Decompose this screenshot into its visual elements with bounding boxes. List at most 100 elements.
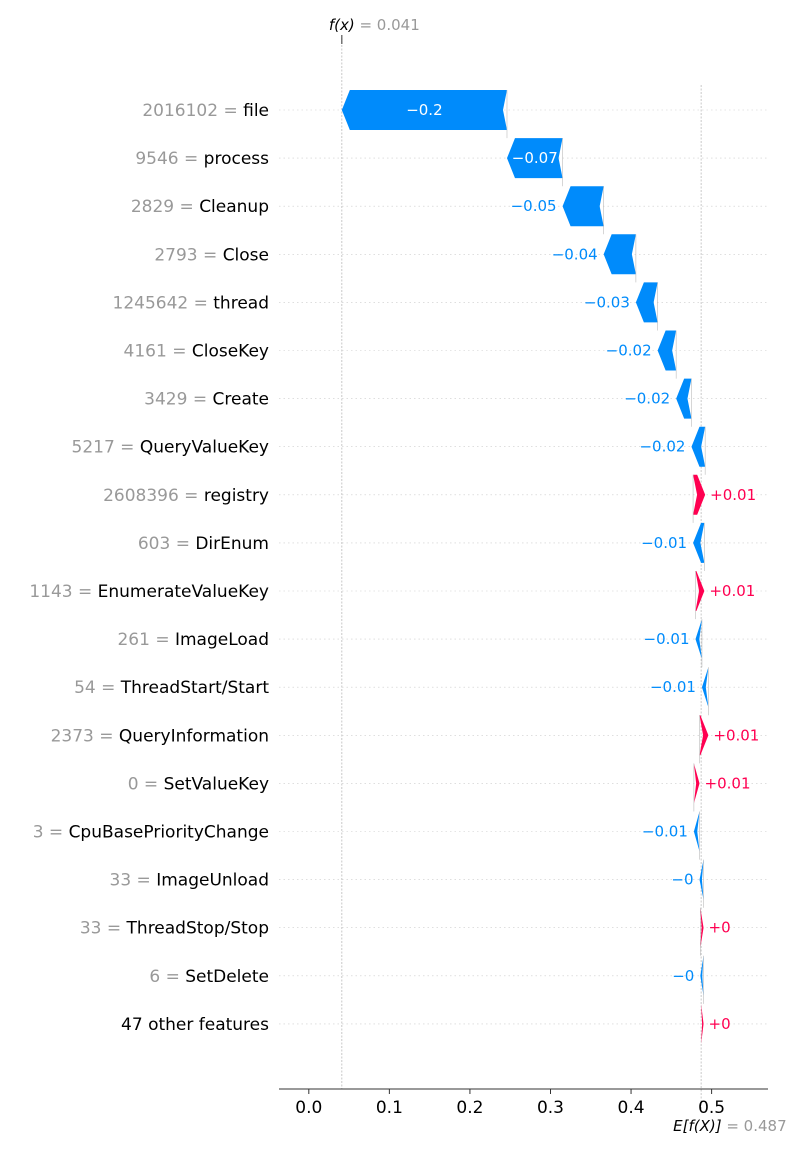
feature-value: 2016102 = (142, 101, 243, 121)
bar-value-label: −0.07 (512, 149, 558, 167)
feature-label: 3429 = Create (144, 390, 269, 410)
feature-name: EnumerateValueKey (98, 582, 269, 602)
x-tick-label: 0.4 (618, 1098, 645, 1118)
feature-value: 2373 = (51, 726, 119, 746)
feature-value: 1143 = (29, 582, 97, 602)
feature-value: 261 = (117, 630, 175, 650)
feature-name: SetValueKey (164, 774, 269, 794)
feature-name: QueryValueKey (140, 438, 269, 458)
feature-value: 4161 = (124, 342, 192, 362)
positive-bar (700, 907, 704, 948)
annotations: f(x) = 0.041 E[f(X)] = 0.487 (329, 16, 787, 1135)
feature-name: ImageLoad (175, 630, 269, 650)
bar-value-label: −0.01 (641, 534, 687, 552)
bar-value-label: −0.04 (552, 245, 598, 263)
feature-value: 3429 = (144, 390, 212, 410)
negative-bar (562, 186, 604, 227)
feature-name: SetDelete (185, 967, 269, 987)
bar-value-label: −0.02 (624, 390, 670, 408)
feature-name: Create (213, 390, 270, 410)
feature-name: thread (213, 293, 269, 313)
negative-bar (695, 619, 702, 660)
feature-value: 3 = (33, 823, 69, 843)
feature-label: 9546 = process (135, 149, 269, 169)
feature-name: process (204, 149, 269, 169)
bar-value-label: −0.03 (584, 293, 630, 311)
feature-label: 603 = DirEnum (138, 534, 269, 554)
feature-value: 1245642 = (113, 293, 214, 313)
negative-bar (635, 282, 658, 323)
feature-value: 54 = (74, 678, 121, 698)
bar-value-label: +0 (709, 919, 731, 937)
feature-label: 33 = ImageUnload (110, 871, 269, 891)
base-annotation: E[f(X)] = 0.487 (673, 1117, 787, 1135)
negative-bar (506, 138, 563, 179)
feature-label: 33 = ThreadStop/Stop (80, 919, 269, 939)
bar-value-label: +0.01 (713, 726, 759, 744)
feature-name: QueryInformation (119, 726, 269, 746)
positive-bar (701, 1003, 704, 1044)
x-axis: 0.0 0.1 0.2 0.3 0.4 0.5 (279, 1088, 768, 1118)
feature-label: 2608396 = registry (103, 486, 269, 506)
positive-bar (693, 474, 706, 515)
feature-label: 1143 = EnumerateValueKey (29, 582, 269, 602)
x-tick-label: 0.3 (537, 1098, 564, 1118)
bar-value-label: +0.01 (709, 582, 755, 600)
feature-value: 2829 = (131, 197, 199, 217)
feature-labels: −0.2 2016102 = file −0.07 9546 = process −0.… (29, 101, 759, 1035)
negative-bar (701, 667, 709, 708)
bar-value-label: −0.01 (650, 678, 696, 696)
feature-label: 261 = ImageLoad (117, 630, 269, 650)
fx-label: f(x) (329, 16, 360, 34)
feature-value: 9546 = (135, 149, 203, 169)
feature-label: 0 = SetValueKey (128, 774, 269, 794)
negative-bar (341, 90, 507, 130)
feature-name: 47 other features (121, 1015, 269, 1035)
negative-bar (699, 859, 704, 900)
negative-bar (657, 330, 677, 371)
bar-value-label: +0.01 (705, 774, 751, 792)
feature-name: CloseKey (192, 342, 269, 362)
positive-bar (693, 763, 700, 804)
bar-value-label: +0 (709, 1015, 731, 1033)
fx-annotation: f(x) = 0.041 (329, 16, 420, 34)
feature-name: ImageUnload (156, 871, 269, 891)
negative-bar (691, 426, 706, 467)
feature-label: 1245642 = thread (113, 293, 270, 313)
x-tick-label: 0.5 (698, 1098, 725, 1118)
feature-label: 2016102 = file (142, 101, 269, 121)
negative-bar (693, 522, 705, 563)
base-value: = 0.487 (726, 1117, 786, 1135)
feature-value: 33 = (80, 919, 127, 939)
negative-bar (603, 234, 636, 275)
feature-name: Cleanup (199, 197, 269, 217)
bar-value-label: −0.01 (644, 630, 690, 648)
row-gridlines (279, 109, 768, 1025)
positive-bar (699, 715, 709, 756)
bar-value-label: −0.01 (642, 823, 688, 841)
negative-bar (700, 955, 704, 996)
x-tick-label: 0.2 (456, 1098, 483, 1118)
feature-label: 54 = ThreadStart/Start (74, 678, 269, 698)
waterfall-bars (341, 90, 709, 1044)
feature-label: 4161 = CloseKey (124, 342, 269, 362)
feature-label: 5217 = QueryValueKey (72, 438, 270, 458)
bar-value-label: −0.02 (606, 342, 652, 360)
feature-name: Close (223, 245, 269, 265)
bar-value-label: −0 (671, 871, 693, 889)
feature-value: 603 = (138, 534, 196, 554)
bar-value-label: −0.02 (639, 438, 685, 456)
feature-value: 5217 = (72, 438, 140, 458)
feature-name: registry (204, 486, 269, 506)
bar-value-label: −0.2 (406, 101, 442, 119)
x-tick-label: 0.0 (295, 1098, 322, 1118)
feature-value: 0 = (128, 774, 164, 794)
feature-label: 2793 = Close (154, 245, 269, 265)
feature-name: DirEnum (195, 534, 269, 554)
feature-label: 47 other features (121, 1015, 269, 1035)
positive-bar (695, 571, 705, 611)
feature-name: CpuBasePriorityChange (69, 823, 269, 843)
feature-label: 3 = CpuBasePriorityChange (33, 823, 269, 843)
bar-value-label: −0 (672, 967, 694, 985)
